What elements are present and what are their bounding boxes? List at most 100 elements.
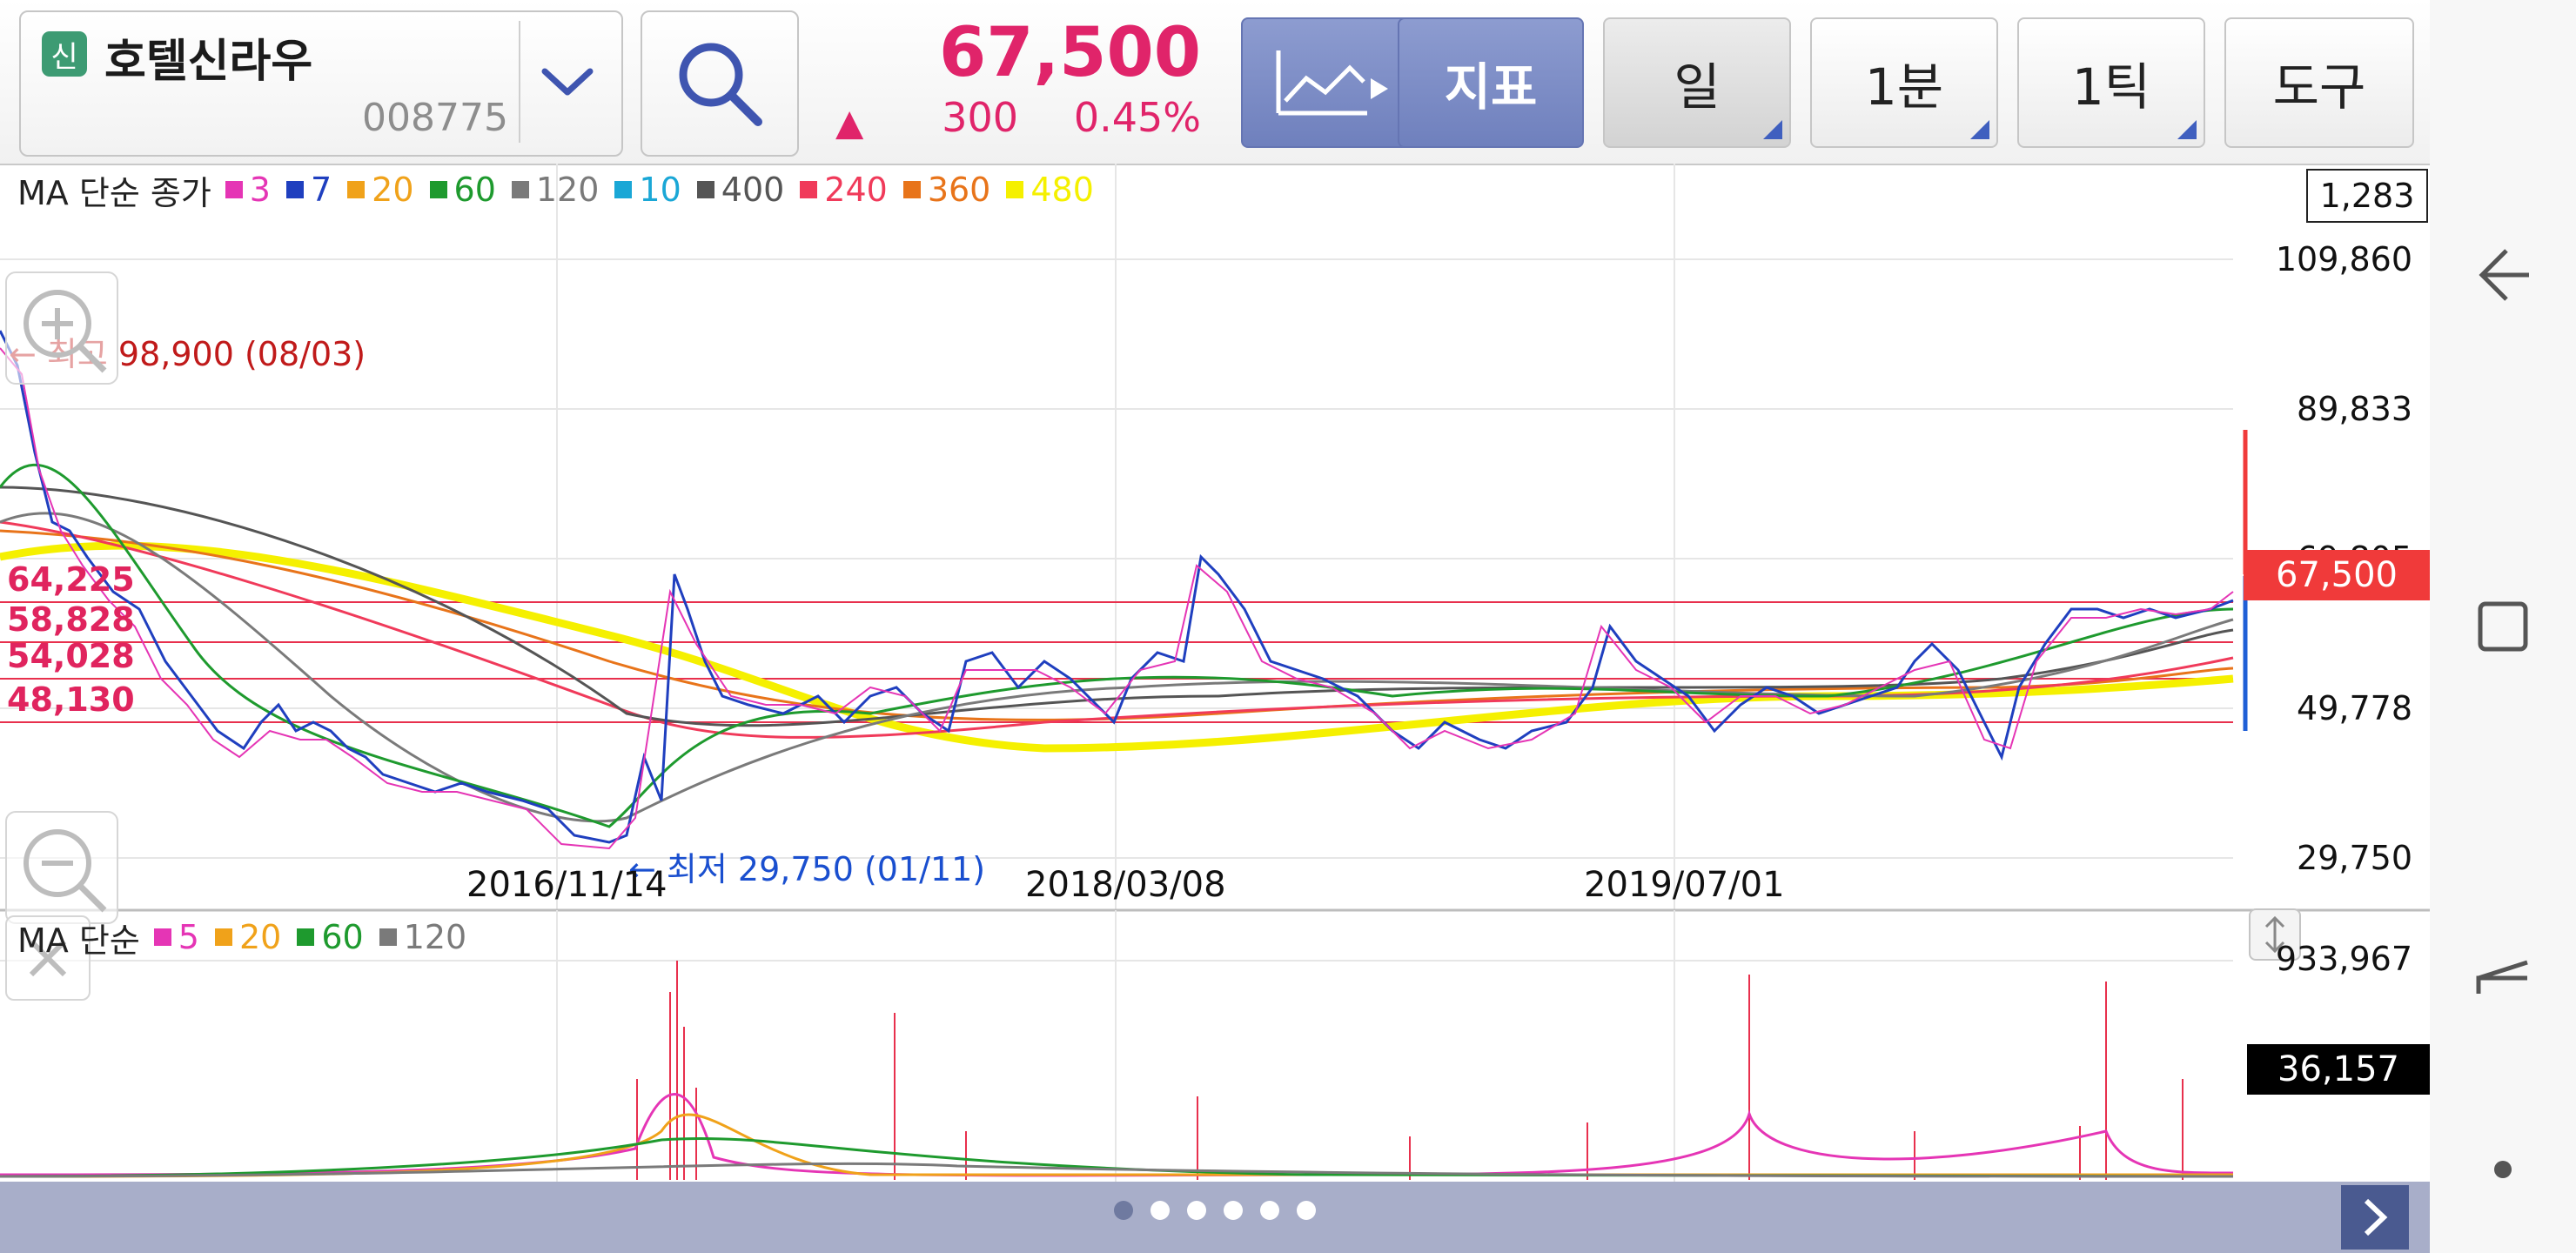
ma-label: 20 (372, 171, 414, 209)
page-indicator-bar (0, 1182, 2430, 1253)
ma-item: 120 (379, 918, 466, 956)
line-chart-icon (1276, 50, 1388, 116)
ma-label: 360 (927, 171, 991, 209)
current-price: 67,500 (939, 14, 1201, 92)
search-button[interactable] (641, 10, 799, 157)
vertical-resize-icon (2264, 915, 2285, 954)
page-dot[interactable] (1297, 1201, 1316, 1220)
ma-item: 20 (214, 918, 282, 956)
zoom-out-icon (23, 829, 107, 913)
color-swatch (696, 181, 714, 198)
ma-label: 400 (721, 171, 785, 209)
period-button[interactable]: 일 (1603, 17, 1791, 148)
y-axis-label: 49,778 (2297, 689, 2412, 727)
volume-ma-legend[interactable]: MA 단순 5 20 60 120 (17, 915, 482, 960)
color-swatch (429, 181, 447, 198)
volume-y-axis-max: 933,967 (2275, 940, 2412, 978)
ma-item: 240 (800, 171, 888, 209)
y-axis-label: 29,750 (2297, 839, 2412, 877)
ma-item: 7 (285, 171, 332, 209)
dropdown-corner-icon (1763, 120, 1782, 139)
current-volume-tag: 36,157 (2247, 1044, 2430, 1095)
page-dot[interactable] (1114, 1201, 1133, 1220)
search-icon (679, 43, 762, 126)
color-swatch (800, 181, 818, 198)
indicator-value-box: 1,283 (2306, 169, 2428, 223)
period-label: 일 (1674, 57, 1721, 117)
color-swatch (297, 928, 315, 946)
credit-badge: 신 (42, 31, 87, 77)
close-indicator-button[interactable] (5, 915, 91, 1001)
fib-level-label: 48,130 (7, 680, 135, 719)
page-dot[interactable] (1187, 1201, 1206, 1220)
current-price-tag: 67,500 (2244, 550, 2430, 600)
back-icon (2479, 249, 2529, 301)
change-up-icon: ▲ (835, 101, 864, 144)
zoom-in-button[interactable] (5, 271, 118, 385)
ma-item: 3 (225, 171, 271, 209)
minute-button[interactable]: 1분 (1810, 17, 1998, 148)
home-icon (2476, 960, 2528, 994)
color-swatch (511, 181, 529, 198)
ma-item: 480 (1006, 171, 1094, 209)
home-button[interactable] (2430, 908, 2576, 1048)
x-axis-label: 2019/07/01 (1584, 865, 1785, 905)
back-button[interactable] (2430, 205, 2576, 345)
tick-button[interactable]: 1틱 (2017, 17, 2205, 148)
y-axis-label: 109,860 (2275, 240, 2412, 278)
nav-dot-button[interactable] (2430, 1100, 2576, 1239)
ma-label: 10 (639, 171, 681, 209)
page-dot[interactable] (1260, 1201, 1279, 1220)
stock-selector[interactable]: 신 호텔신라우 008775 (19, 10, 623, 157)
panel-resize-button[interactable] (2249, 908, 2301, 961)
chevron-down-icon (541, 68, 594, 96)
ma-label: 5 (178, 918, 199, 956)
close-icon (29, 939, 67, 977)
page-dots[interactable] (1114, 1201, 1333, 1220)
color-swatch (347, 181, 366, 198)
tick-label: 1틱 (2071, 57, 2151, 117)
indicator-button[interactable]: 지표 (1398, 17, 1584, 148)
recent-apps-button[interactable] (2430, 557, 2576, 696)
low-price-note: ← 최저 29,750 (01/11) (628, 850, 986, 888)
ma-item: 5 (153, 918, 199, 956)
ma-label: 3 (249, 171, 271, 209)
color-swatch (225, 181, 243, 198)
stock-name: 호텔신라우 (104, 36, 313, 88)
volume-legend-label: MA 단순 (17, 921, 140, 960)
ma-label: 120 (535, 171, 600, 209)
dropdown-corner-icon (1970, 120, 1989, 139)
page-dot[interactable] (1224, 1201, 1243, 1220)
page-dot[interactable] (1150, 1201, 1170, 1220)
ma-legend[interactable]: MA 단순 종가 3 7 20 60 120 10 400 240 360 48… (17, 165, 1110, 214)
chart-app: 신 호텔신라우 008775 67,500 ▲ 300 0.45% 지표 일 1… (0, 0, 2430, 1253)
ma-item: 20 (347, 171, 414, 209)
fib-level-label: 54,028 (7, 637, 135, 675)
ma-label: 60 (321, 918, 364, 956)
dropdown-corner-icon (2177, 120, 2197, 139)
zoom-out-button[interactable] (5, 811, 118, 924)
stock-dropdown-button[interactable] (519, 21, 614, 143)
minute-label: 1분 (1864, 57, 1944, 117)
color-swatch (214, 928, 232, 946)
color-swatch (614, 181, 633, 198)
dot-icon (2494, 1161, 2512, 1178)
next-page-button[interactable] (2341, 1185, 2409, 1250)
color-swatch (902, 181, 921, 198)
ma-item: 10 (614, 171, 681, 209)
price-chart[interactable] (0, 164, 2430, 912)
volume-chart[interactable] (0, 910, 2430, 1182)
ma-item: 120 (511, 171, 600, 209)
system-navigation-bar (2430, 0, 2576, 1253)
ma-label: 7 (310, 171, 332, 209)
stock-code: 008775 (362, 96, 508, 140)
ma-label: 480 (1030, 171, 1094, 209)
chart-type-button[interactable] (1241, 17, 1424, 148)
tools-button[interactable]: 도구 (2224, 17, 2414, 148)
color-swatch (153, 928, 171, 946)
y-axis-label: 89,833 (2297, 390, 2412, 428)
toolbar: 신 호텔신라우 008775 67,500 ▲ 300 0.45% 지표 일 1… (0, 0, 2430, 165)
ma-label: 20 (238, 918, 282, 956)
ma-item: 360 (902, 171, 991, 209)
ma-label: 240 (824, 171, 888, 209)
